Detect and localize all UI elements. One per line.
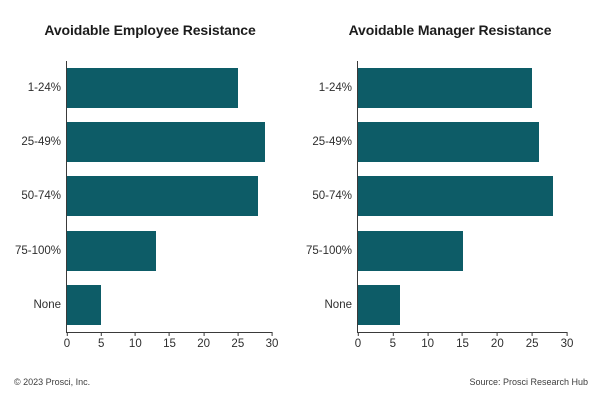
x-tick: 25 bbox=[231, 332, 244, 350]
bar bbox=[358, 122, 540, 163]
tick-mark bbox=[271, 332, 273, 336]
category-label: 75-100% bbox=[14, 244, 61, 257]
rows: 1-24% 25-49% 50-74% 75-100% None bbox=[306, 61, 567, 332]
bar bbox=[358, 284, 400, 325]
category-label: 50-74% bbox=[21, 190, 61, 203]
category-label: None bbox=[324, 298, 353, 311]
bar bbox=[67, 122, 266, 163]
tick-label: 20 bbox=[490, 338, 504, 350]
bar-row: 50-74% bbox=[21, 169, 272, 223]
tick-mark bbox=[237, 332, 239, 336]
tick-mark bbox=[100, 332, 102, 336]
source-text: Source: Prosci Research Hub bbox=[469, 377, 588, 387]
plot-area: 1-24% 25-49% 50-74% 75-100% None 0 5 10 15 20 25 3… bbox=[15, 61, 278, 350]
x-tick: 30 bbox=[560, 332, 574, 350]
bar-row: 75-100% bbox=[15, 224, 272, 278]
bar-row: 1-24% bbox=[28, 61, 272, 115]
tick-label: 25 bbox=[525, 338, 539, 350]
tick-label: 0 bbox=[63, 338, 71, 350]
tick-mark bbox=[357, 332, 359, 336]
tick-mark bbox=[203, 332, 205, 336]
tick-mark bbox=[531, 332, 533, 336]
tick-mark bbox=[461, 332, 463, 336]
chart-title: Avoidable Manager Resistance bbox=[348, 22, 552, 38]
tick-mark bbox=[134, 332, 136, 336]
tick-label: 0 bbox=[354, 338, 362, 350]
tick-label: 5 bbox=[389, 338, 397, 350]
x-tick: 5 bbox=[98, 332, 104, 350]
category-label: 25-49% bbox=[312, 136, 352, 149]
x-tick: 25 bbox=[526, 332, 539, 350]
plot-area: 1-24% 25-49% 50-74% 75-100% None 0 5 10 15 20 25 3… bbox=[306, 61, 573, 350]
x-axis: 0 5 10 15 20 25 30 bbox=[355, 332, 573, 356]
x-tick: 15 bbox=[163, 332, 176, 350]
x-tick: 10 bbox=[129, 332, 142, 350]
tick-label: 10 bbox=[421, 338, 435, 350]
bar-row: 25-49% bbox=[312, 115, 567, 169]
chart-manager-resistance: Avoidable Manager Resistance 1-24% 25-49%… bbox=[300, 0, 600, 360]
charts-container: Avoidable Employee Resistance 1-24% 25-49… bbox=[0, 0, 600, 360]
category-label: 50-74% bbox=[312, 190, 352, 203]
bar-row: 25-49% bbox=[21, 115, 272, 169]
bar bbox=[358, 230, 463, 271]
bar bbox=[67, 176, 259, 217]
x-tick: 5 bbox=[390, 332, 396, 350]
category-label: 75-100% bbox=[305, 244, 352, 257]
rows: 1-24% 25-49% 50-74% 75-100% None bbox=[15, 61, 272, 332]
category-label: None bbox=[33, 298, 62, 311]
bar-row: 75-100% bbox=[306, 224, 567, 278]
x-tick: 0 bbox=[355, 332, 361, 350]
bar-row: 1-24% bbox=[319, 61, 567, 115]
tick-label: 5 bbox=[97, 338, 105, 350]
x-tick: 30 bbox=[265, 332, 279, 350]
tick-label: 20 bbox=[197, 338, 211, 350]
bar bbox=[67, 284, 102, 325]
tick-mark bbox=[168, 332, 170, 336]
x-tick: 0 bbox=[64, 332, 70, 350]
tick-mark bbox=[392, 332, 394, 336]
tick-label: 25 bbox=[231, 338, 245, 350]
tick-label: 30 bbox=[560, 338, 574, 350]
tick-mark bbox=[427, 332, 429, 336]
tick-mark bbox=[66, 332, 68, 336]
category-label: 1-24% bbox=[318, 82, 352, 95]
x-tick: 20 bbox=[197, 332, 210, 350]
bar bbox=[67, 68, 238, 109]
bar bbox=[67, 230, 156, 271]
bar-row: None bbox=[34, 278, 272, 332]
category-label: 25-49% bbox=[21, 136, 61, 149]
x-tick: 10 bbox=[421, 332, 434, 350]
x-tick: 15 bbox=[456, 332, 469, 350]
bar-row: 50-74% bbox=[312, 169, 567, 223]
bar bbox=[358, 176, 554, 217]
category-label: 1-24% bbox=[27, 82, 61, 95]
chart-title: Avoidable Employee Resistance bbox=[44, 22, 256, 38]
bar-row: None bbox=[325, 278, 567, 332]
tick-label: 30 bbox=[265, 338, 279, 350]
tick-mark bbox=[566, 332, 568, 336]
tick-label: 15 bbox=[456, 338, 469, 350]
tick-label: 10 bbox=[128, 338, 142, 350]
bar bbox=[358, 68, 533, 109]
x-axis: 0 5 10 15 20 25 30 bbox=[64, 332, 278, 356]
tick-label: 15 bbox=[163, 338, 176, 350]
copyright-text: © 2023 Prosci, Inc. bbox=[14, 377, 91, 387]
chart-employee-resistance: Avoidable Employee Resistance 1-24% 25-49… bbox=[0, 0, 300, 360]
tick-mark bbox=[496, 332, 498, 336]
x-tick: 20 bbox=[491, 332, 504, 350]
